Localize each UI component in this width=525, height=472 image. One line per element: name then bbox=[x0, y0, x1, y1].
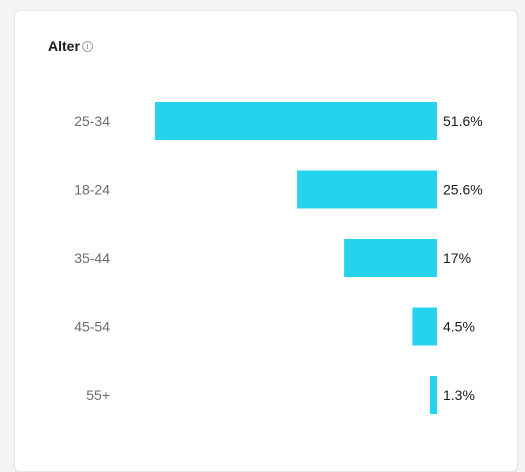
bar-row: 25-34 51.6% bbox=[74, 102, 483, 140]
bar-row: 45-54 4.5% bbox=[74, 307, 475, 346]
bar[interactable] bbox=[155, 102, 437, 140]
card-title: Alter bbox=[48, 38, 93, 54]
category-label: 35-44 bbox=[74, 250, 110, 266]
value-label: 17% bbox=[443, 250, 471, 266]
bar[interactable] bbox=[344, 239, 437, 277]
bar[interactable] bbox=[297, 170, 437, 209]
bar-row: 35-44 17% bbox=[74, 239, 471, 277]
card-title-text: Alter bbox=[48, 38, 80, 54]
bar-row: 18-24 25.6% bbox=[74, 170, 483, 209]
category-label: 25-34 bbox=[74, 113, 110, 129]
category-label: 55+ bbox=[86, 387, 110, 403]
age-bar-chart: 25-34 51.6% 18-24 25.6% 35-44 17% 45-54 4.5% 55+… bbox=[74, 102, 483, 414]
value-label: 4.5% bbox=[443, 319, 475, 335]
info-circle-icon[interactable] bbox=[81, 40, 93, 52]
category-label: 18-24 bbox=[74, 182, 110, 198]
value-label: 1.3% bbox=[443, 387, 475, 403]
bar[interactable] bbox=[429, 376, 437, 414]
value-label: 51.6% bbox=[443, 113, 483, 129]
bar[interactable] bbox=[412, 307, 437, 346]
bar-row: 55+ 1.3% bbox=[86, 376, 475, 414]
value-label: 25.6% bbox=[443, 182, 483, 198]
category-label: 45-54 bbox=[74, 319, 110, 335]
